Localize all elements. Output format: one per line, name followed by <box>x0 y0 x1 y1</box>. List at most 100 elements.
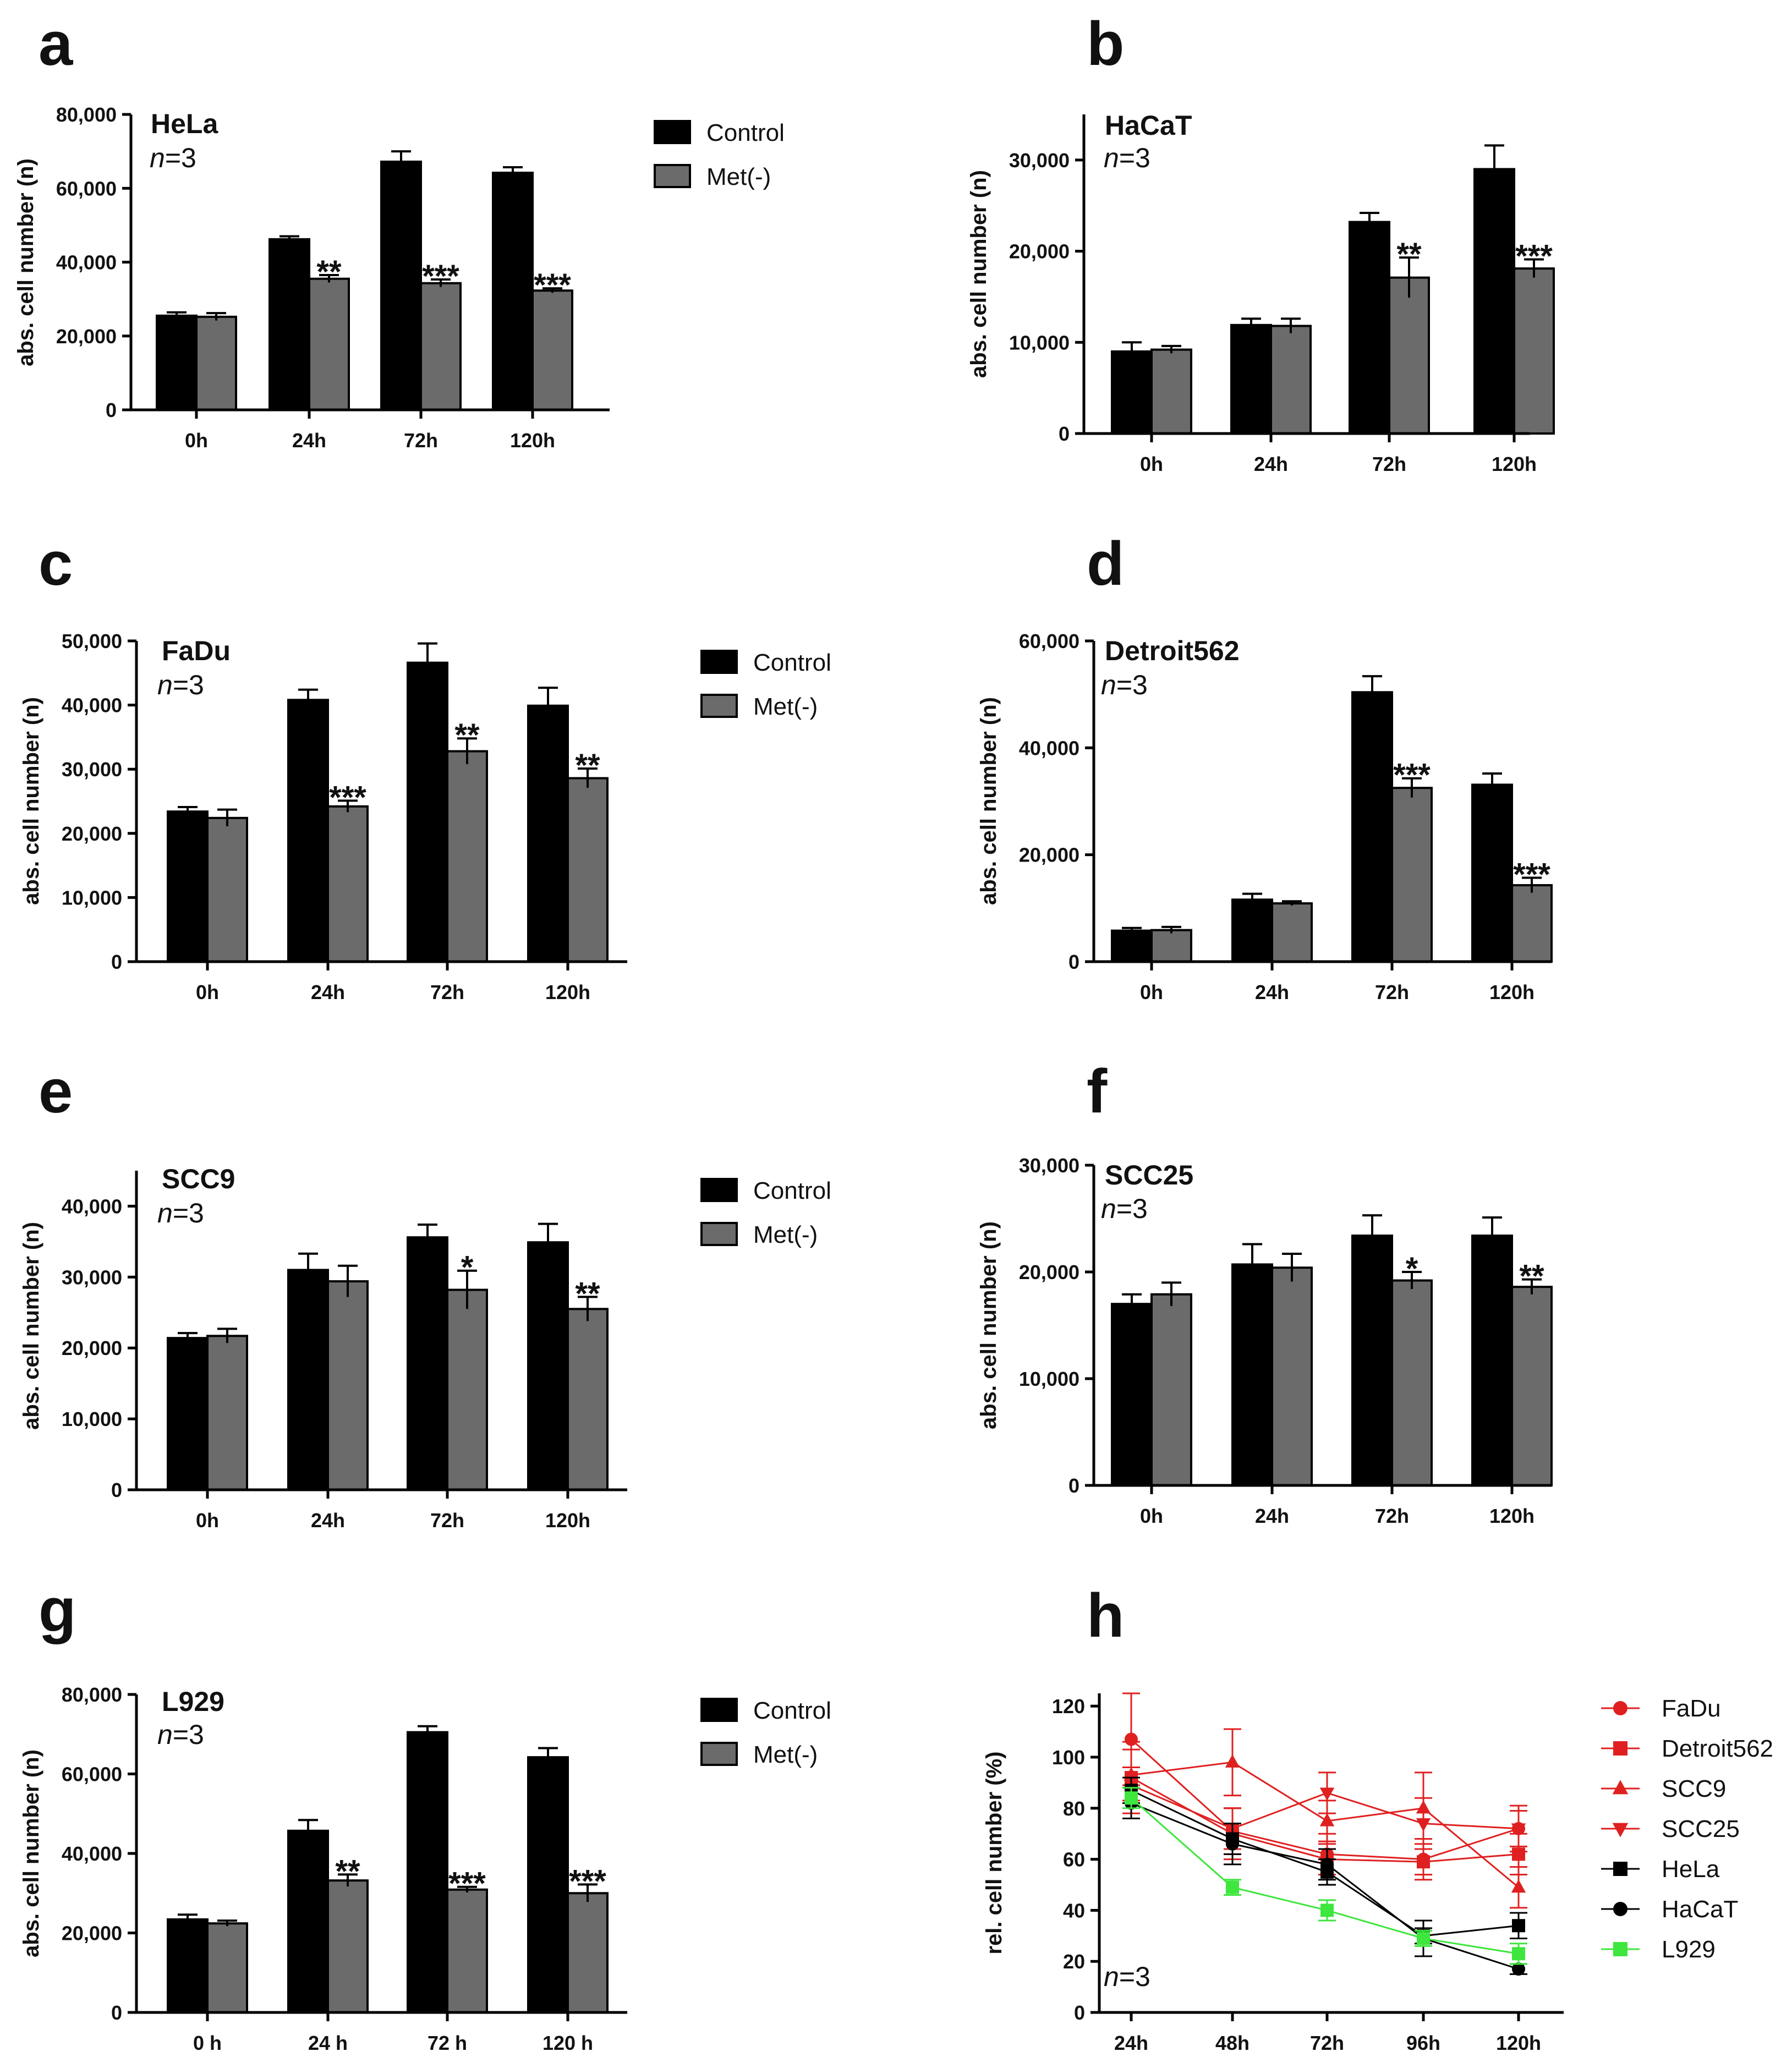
x-tick-label: 24 h <box>308 2032 348 2054</box>
legend-swatch <box>700 650 738 674</box>
x-tick-label: 96h <box>1406 2032 1440 2054</box>
data-point <box>1512 1962 1525 1976</box>
x-tick-label: 120 h <box>542 2032 593 2054</box>
y-tick-label: 0 <box>1068 1474 1079 1497</box>
met-bar <box>206 1335 248 1491</box>
legend-label: FaDu <box>1662 1695 1721 1722</box>
significance-marker: ** <box>1519 1259 1544 1294</box>
control-bar <box>1111 1303 1153 1486</box>
y-tick-label: 10,000 <box>62 1408 122 1430</box>
met-bar <box>206 816 248 963</box>
significance-marker: ** <box>454 717 480 753</box>
control-bar <box>167 1918 209 2014</box>
x-tick-label: 120h <box>1492 453 1537 475</box>
panel-letter: g <box>39 1576 76 1644</box>
legend-label: Control <box>753 1177 831 1204</box>
y-tick-label: 30,000 <box>62 1266 122 1288</box>
legend-label: Met(-) <box>706 163 771 190</box>
n-label: n=3 <box>1101 1193 1148 1224</box>
panel-title: HeLa <box>151 108 218 139</box>
n-label: n=3 <box>157 1198 204 1228</box>
met-bar <box>206 1922 248 2014</box>
significance-marker: ** <box>316 254 342 290</box>
legend-label: L929 <box>1662 1936 1716 1963</box>
x-tick-label: 72h <box>404 429 438 452</box>
control-bar <box>1111 929 1153 963</box>
met-bar <box>1391 787 1433 963</box>
met-bar <box>1391 1279 1433 1487</box>
y-tick-label: 10,000 <box>62 886 122 909</box>
y-tick-label: 0 <box>111 1479 122 1501</box>
y-tick-label: 40,000 <box>56 251 117 274</box>
panel-title: SCC25 <box>1105 1160 1193 1191</box>
x-tick-label: 0h <box>185 429 208 452</box>
met-bar <box>446 750 488 963</box>
met-bar <box>327 805 369 963</box>
legend-swatch <box>700 1222 738 1246</box>
panel-title: SCC9 <box>162 1164 235 1194</box>
legend-marker <box>1612 1823 1629 1837</box>
x-tick-label: 72h <box>1372 453 1406 475</box>
y-axis-label: abs. cell number (n) <box>14 158 38 366</box>
legend-label: HaCaT <box>1662 1896 1738 1923</box>
met-bar <box>1271 1266 1313 1486</box>
met-bar <box>446 1288 488 1491</box>
data-point <box>1125 1791 1138 1805</box>
y-tick-label: 120 <box>1052 1695 1085 1718</box>
y-tick-label: 0 <box>111 2001 122 2024</box>
met-bar <box>567 1892 609 2014</box>
control-bar <box>1231 898 1273 963</box>
n-label: n=3 <box>157 1719 204 1750</box>
significance-marker: *** <box>329 780 366 815</box>
y-tick-label: 60,000 <box>56 177 117 200</box>
met-bar <box>1271 902 1313 963</box>
x-tick-label: 72h <box>1375 1505 1409 1527</box>
x-tick-label: 72h <box>430 981 464 1003</box>
legend-label: Met(-) <box>753 1741 818 1768</box>
data-point <box>1512 1919 1525 1933</box>
panel-title: Detroit562 <box>1105 635 1240 666</box>
y-tick-label: 20,000 <box>1019 844 1079 866</box>
control-bar <box>287 1269 329 1491</box>
y-tick-label: 30,000 <box>62 758 122 781</box>
y-tick-label: 60,000 <box>1019 630 1079 652</box>
x-tick-label: 72h <box>430 1509 464 1532</box>
x-tick-label: 24h <box>1254 453 1288 475</box>
legend-label: Met(-) <box>753 1221 818 1248</box>
panel-letter: b <box>1087 9 1124 78</box>
control-bar <box>527 704 569 963</box>
y-axis-label: abs. cell number (n) <box>19 1222 43 1430</box>
n-label: n=3 <box>150 142 196 173</box>
y-tick-label: 40,000 <box>62 1195 122 1217</box>
legend-label: Control <box>706 119 785 146</box>
y-tick-label: 0 <box>111 951 122 973</box>
x-tick-label: 0h <box>1140 1505 1163 1527</box>
y-axis-label: abs. cell number (n) <box>19 697 43 905</box>
x-tick-label: 120h <box>1489 981 1535 1003</box>
y-tick-label: 20,000 <box>62 1922 122 1945</box>
x-tick-label: 120h <box>1496 2032 1541 2054</box>
control-bar <box>407 1731 448 2014</box>
y-tick-label: 30,000 <box>1009 149 1070 172</box>
data-point <box>1319 1787 1335 1801</box>
legend-marker <box>1613 1741 1627 1756</box>
legend-swatch <box>700 1742 738 1766</box>
control-bar <box>1349 221 1390 435</box>
data-point <box>1416 1818 1431 1832</box>
y-tick-label: 60 <box>1063 1848 1085 1871</box>
y-axis-label: abs. cell number (n) <box>19 1749 43 1957</box>
control-bar <box>287 1829 329 2014</box>
x-tick-label: 24h <box>292 429 326 452</box>
met-bar <box>1150 929 1192 963</box>
y-tick-label: 100 <box>1052 1746 1085 1769</box>
n-label: n=3 <box>1101 670 1148 700</box>
x-tick-label: 0h <box>196 1509 219 1532</box>
legend-label: Control <box>753 1697 831 1724</box>
significance-marker: ** <box>1396 237 1422 272</box>
legend-marker <box>1613 1862 1627 1876</box>
control-bar <box>156 314 198 411</box>
met-bar <box>531 289 573 412</box>
